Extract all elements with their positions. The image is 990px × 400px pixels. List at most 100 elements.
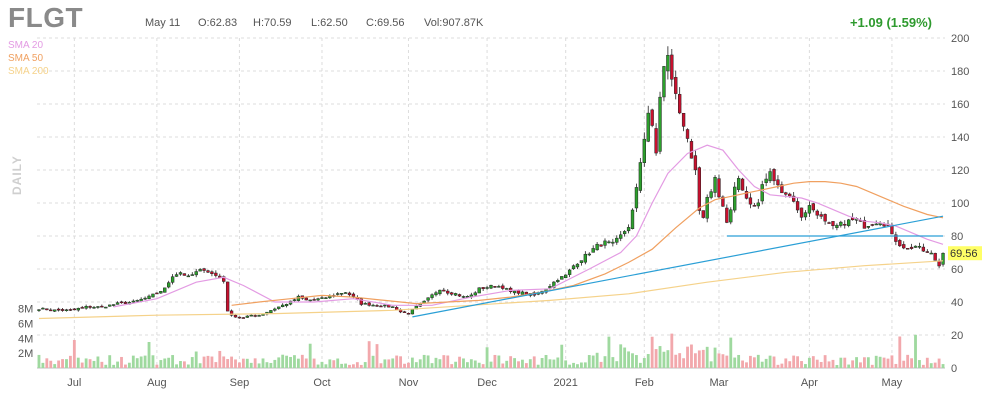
volume-bar [902, 360, 906, 368]
volume-bar [497, 355, 501, 368]
volume-bar [296, 358, 300, 368]
interval-label: DAILY [10, 155, 24, 195]
volume-bar [438, 359, 442, 368]
candle [139, 298, 143, 302]
candle [485, 287, 489, 289]
volume-bar [910, 358, 914, 368]
y-tick-label: 180 [951, 66, 969, 78]
volume-bar [678, 353, 682, 368]
candle [347, 292, 352, 296]
volume-bar [615, 361, 619, 368]
candle [190, 274, 194, 276]
volume-bar [352, 364, 355, 368]
candle [764, 178, 768, 183]
volume-bar [214, 362, 218, 368]
candle [245, 315, 249, 318]
volume-bar [261, 358, 265, 368]
ohlc-close: C:69.56 [366, 17, 405, 29]
volume-bar [870, 364, 874, 368]
volume-bar [308, 343, 312, 368]
volume-bar [104, 364, 108, 368]
volume-bar [210, 356, 214, 368]
candle [717, 178, 721, 198]
candle [100, 305, 104, 308]
volume-bar [186, 364, 190, 368]
volume-bar [179, 361, 182, 368]
candle [756, 202, 760, 207]
volume-bar [772, 356, 776, 368]
candle [611, 241, 615, 244]
y-tick-label: 60 [951, 264, 963, 276]
candle [182, 273, 187, 276]
candle [615, 237, 619, 243]
candle [225, 281, 230, 312]
candle [68, 309, 73, 311]
volume-bar [218, 350, 222, 368]
volume-bar [709, 361, 713, 368]
candle [831, 221, 835, 226]
volume-bar [65, 359, 68, 368]
volume-bar [84, 358, 88, 368]
candle [324, 297, 328, 299]
volume-bar [238, 362, 241, 368]
candle [241, 317, 246, 319]
candle [273, 308, 277, 311]
candle [359, 298, 363, 305]
volume-bar [49, 360, 53, 368]
candle [304, 297, 308, 301]
candle [115, 302, 120, 305]
volume-bar [182, 361, 186, 368]
volume-bar [485, 347, 489, 368]
x-tick-label: Feb [635, 377, 654, 389]
volume-bar [190, 357, 194, 368]
candle [222, 276, 226, 282]
volume-bar [458, 356, 461, 368]
volume-bar [407, 362, 410, 368]
candle [442, 289, 446, 292]
volume-bar [281, 354, 285, 368]
candle [701, 210, 705, 218]
volume-bar [469, 359, 473, 368]
candle [119, 301, 124, 304]
candle [721, 196, 725, 207]
candle [556, 280, 560, 283]
candle [233, 314, 238, 318]
candle [143, 297, 147, 300]
volume-bar [450, 364, 454, 368]
volume-bar [206, 355, 210, 368]
volume-bar [363, 362, 367, 368]
candle [108, 304, 112, 307]
candle [312, 299, 316, 301]
candle [308, 299, 312, 302]
volume-bar [462, 358, 465, 368]
volume-bar [800, 361, 803, 368]
volume-bar [45, 358, 49, 368]
volume-bar [705, 346, 709, 368]
candle [902, 244, 906, 249]
volume-bar [379, 363, 383, 368]
candle [626, 227, 631, 232]
candle [689, 141, 694, 159]
candle [654, 128, 658, 154]
x-tick-label: May [882, 377, 903, 389]
legend-sma-20: SMA 20 [8, 40, 44, 51]
candle [744, 191, 749, 199]
volume-bar [906, 354, 910, 368]
volume-bar [839, 357, 843, 368]
candle [339, 293, 344, 295]
candle [768, 171, 772, 182]
candle [426, 297, 430, 301]
legend-sma-50: SMA 50 [8, 53, 44, 64]
volume-bar [285, 355, 289, 368]
candle [434, 292, 438, 296]
volume-bar [595, 352, 599, 368]
volume-bar [418, 359, 422, 368]
volume-bar [222, 356, 226, 368]
y-tick-label: 160 [951, 99, 969, 111]
candle [709, 191, 713, 198]
volume-bar [921, 364, 925, 368]
candle [630, 209, 635, 229]
candle [607, 241, 611, 244]
volume-bar [245, 358, 249, 368]
